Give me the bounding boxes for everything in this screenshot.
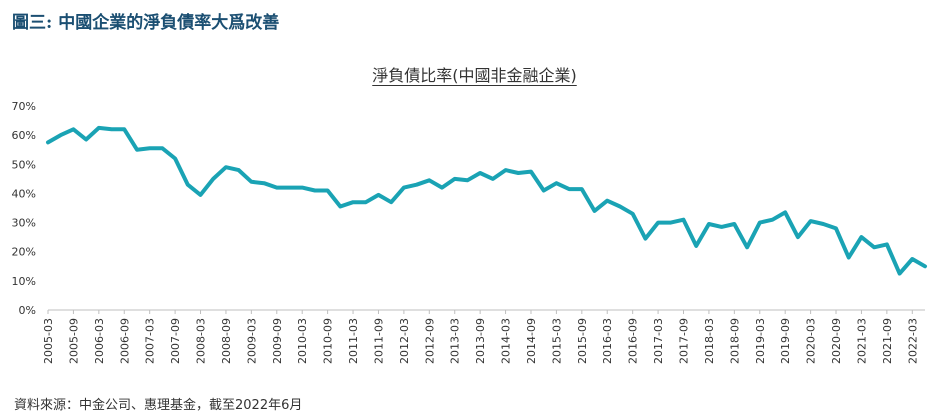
x-tick-label: 2022-03 (906, 318, 919, 364)
x-tick-label: 2012-09 (423, 318, 436, 364)
y-tick-label: 40% (12, 187, 36, 200)
y-tick-label: 0% (19, 304, 36, 317)
x-tick-label: 2020-09 (830, 318, 843, 364)
x-tick-label: 2016-09 (627, 318, 640, 364)
x-tick-label: 2007-03 (144, 318, 157, 364)
x-tick-label: 2011-09 (372, 318, 385, 364)
x-tick-label: 2021-03 (855, 318, 868, 364)
x-tick-label: 2013-03 (449, 318, 462, 364)
x-tick-label: 2010-03 (296, 318, 309, 364)
chart-title: 淨負債比率(中國非金融企業) (0, 62, 949, 86)
x-tick-label: 2006-03 (93, 318, 106, 364)
x-tick-label: 2006-09 (118, 318, 131, 364)
y-tick-label: 70% (12, 100, 36, 113)
x-tick-label: 2014-09 (525, 318, 538, 364)
x-tick-label: 2008-09 (220, 318, 233, 364)
series-group (46, 125, 927, 276)
x-axis-tick-marks (47, 310, 913, 314)
source-note: 資料來源：中金公司、惠理基金，截至2022年6月 (14, 398, 303, 413)
x-axis-ticks: 2005-03 2005-09 2006-03 2006-09 2007-03 2007-… (42, 318, 919, 364)
x-tick-label: 2018-03 (703, 318, 716, 364)
x-tick-label: 2021-09 (881, 318, 894, 364)
x-tick-label: 2005-03 (42, 318, 55, 364)
x-tick-label: 2012-03 (398, 318, 411, 364)
y-tick-label: 30% (12, 217, 36, 230)
x-tick-label: 2020-03 (805, 318, 818, 364)
series-line (46, 125, 927, 276)
x-tick-label: 2011-03 (347, 318, 360, 364)
x-tick-label: 2018-09 (728, 318, 741, 364)
x-tick-label: 2015-09 (576, 318, 589, 364)
x-tick-label: 2015-03 (550, 318, 563, 364)
x-tick-label: 2013-09 (474, 318, 487, 364)
x-tick-label: 2007-09 (169, 318, 182, 364)
x-tick-label: 2019-03 (754, 318, 767, 364)
y-tick-label: 50% (12, 158, 36, 171)
chart-title-text: 淨負債比率(中國非金融企業) (372, 66, 577, 85)
figure-title: 圖三: 中國企業的淨負債率大爲改善 (12, 13, 280, 33)
x-tick-label: 2005-09 (67, 318, 80, 364)
y-axis-ticks: 0% 10% 20% 30% 40% 50% 60% 70% (12, 100, 36, 317)
x-tick-label: 2010-09 (322, 318, 335, 364)
x-tick-label: 2008-03 (195, 318, 208, 364)
x-tick-label: 2017-09 (678, 318, 691, 364)
x-tick-label: 2014-03 (500, 318, 513, 364)
x-tick-label: 2019-09 (779, 318, 792, 364)
y-tick-label: 20% (12, 246, 36, 259)
x-tick-label: 2009-03 (245, 318, 258, 364)
x-tick-label: 2016-03 (601, 318, 614, 364)
y-tick-label: 60% (12, 129, 36, 142)
x-tick-label: 2009-09 (271, 318, 284, 364)
x-tick-label: 2017-03 (652, 318, 665, 364)
y-tick-label: 10% (12, 275, 36, 288)
